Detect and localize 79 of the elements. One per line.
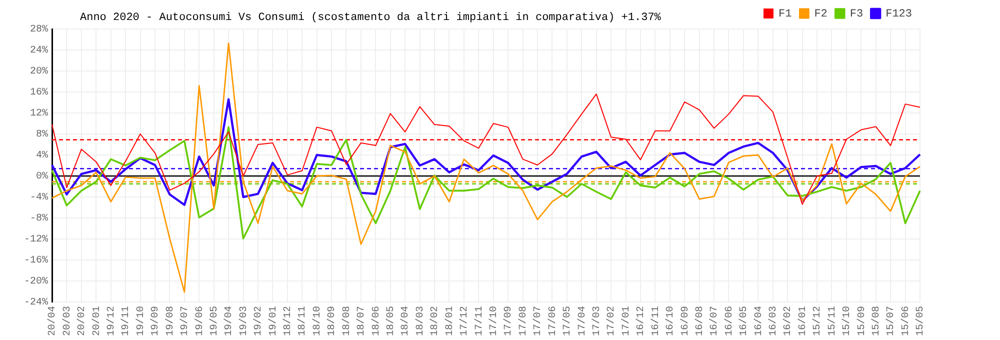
x-tick-label: 18/01 xyxy=(444,306,456,336)
x-tick-label: 18/03 xyxy=(414,306,426,336)
x-tick-label: 20/03 xyxy=(61,306,74,336)
y-tick-label: 12% xyxy=(30,108,48,120)
x-tick-label: 15/07 xyxy=(885,306,898,336)
x-tick-label: 16/07 xyxy=(708,306,721,336)
x-tick-label: 18/02 xyxy=(429,306,442,336)
x-tick-label: 17/12 xyxy=(458,306,471,336)
x-tick-label: 17/02 xyxy=(606,306,618,336)
x-tick-label: 15/06 xyxy=(900,306,912,336)
x-tick-label: 16/04 xyxy=(752,306,765,336)
y-tick-label: -20% xyxy=(24,276,48,288)
x-tick-label: 19/04 xyxy=(223,306,236,336)
y-tick-label: 4% xyxy=(36,150,48,162)
x-tick-label: 20/04 xyxy=(46,306,59,336)
x-tick-label: 18/08 xyxy=(340,306,353,336)
x-tick-label: 19/12 xyxy=(105,306,118,336)
x-tick-label: 16/06 xyxy=(723,306,736,336)
x-tick-label: 17/01 xyxy=(620,306,632,336)
y-tick-label: -4% xyxy=(30,192,48,204)
x-tick-label: 20/01 xyxy=(90,306,103,336)
x-tick-label: 15/12 xyxy=(812,306,824,336)
x-tick-label: 16/08 xyxy=(694,306,706,336)
x-tick-label: 18/06 xyxy=(370,306,382,336)
x-tick-label: 15/10 xyxy=(841,306,854,336)
x-tick-label: 17/06 xyxy=(546,306,559,336)
x-tick-label: 17/03 xyxy=(590,306,603,336)
x-tick-label: 18/10 xyxy=(311,306,324,336)
x-tick-label: 18/05 xyxy=(385,306,398,336)
x-tick-label: 19/07 xyxy=(179,306,192,336)
y-tick-label: -8% xyxy=(30,214,48,225)
x-tick-label: 19/06 xyxy=(194,306,206,336)
y-tick-label: 16% xyxy=(30,88,48,99)
legend-label: F2 xyxy=(814,8,828,20)
x-tick-label: 15/11 xyxy=(826,306,838,336)
y-tick-label: 24% xyxy=(30,46,48,57)
x-tick-label: 19/10 xyxy=(134,306,147,336)
legend-label: F123 xyxy=(886,8,912,20)
x-tick-label: 17/10 xyxy=(488,306,500,336)
x-tick-label: 16/10 xyxy=(664,306,677,336)
x-tick-label: 17/11 xyxy=(473,306,486,336)
y-tick-label: 8% xyxy=(36,130,48,141)
x-tick-label: 19/03 xyxy=(238,306,250,336)
y-tick-label: 28% xyxy=(30,24,48,36)
x-tick-label: 19/05 xyxy=(208,306,220,336)
legend-label: F3 xyxy=(850,8,864,20)
legend-label: F1 xyxy=(778,8,792,20)
x-tick-label: 17/05 xyxy=(562,306,574,336)
x-tick-label: 19/08 xyxy=(164,306,176,336)
x-tick-label: 20/02 xyxy=(76,306,88,336)
x-tick-label: 18/12 xyxy=(282,306,294,336)
y-tick-label: -24% xyxy=(24,298,48,309)
x-tick-label: 17/09 xyxy=(502,306,515,336)
x-tick-label: 15/08 xyxy=(870,306,883,336)
y-tick-label: -16% xyxy=(24,256,48,267)
x-tick-label: 18/09 xyxy=(326,306,338,336)
x-tick-label: 19/02 xyxy=(252,306,265,336)
x-tick-label: 16/01 xyxy=(796,306,809,336)
x-tick-label: 16/09 xyxy=(679,306,692,336)
y-tick-label: 0% xyxy=(36,172,48,183)
y-tick-label: -12% xyxy=(24,234,48,246)
x-tick-label: 16/03 xyxy=(768,306,780,336)
x-tick-label: 17/07 xyxy=(532,306,544,336)
x-tick-label: 15/09 xyxy=(856,306,868,336)
x-tick-label: 16/02 xyxy=(782,306,794,336)
x-tick-label: 16/05 xyxy=(738,306,750,336)
x-tick-label: 16/12 xyxy=(635,306,648,336)
x-tick-label: 19/11 xyxy=(120,306,132,336)
x-tick-label: 18/04 xyxy=(400,306,412,336)
x-tick-label: 16/11 xyxy=(650,306,662,336)
x-tick-label: 18/11 xyxy=(296,306,309,336)
x-tick-label: 18/07 xyxy=(356,306,368,336)
x-tick-label: 19/09 xyxy=(150,306,162,336)
x-tick-label: 15/05 xyxy=(914,306,927,336)
x-tick-label: 19/01 xyxy=(267,306,280,336)
x-tick-label: 17/08 xyxy=(517,306,530,336)
chart-title: Anno 2020 - Autoconsumi Vs Consumi (scostamento da altri impianti in comparativa) +1.37% xyxy=(80,12,661,24)
y-tick-label: 20% xyxy=(30,66,48,78)
x-tick-label: 17/04 xyxy=(576,306,588,336)
